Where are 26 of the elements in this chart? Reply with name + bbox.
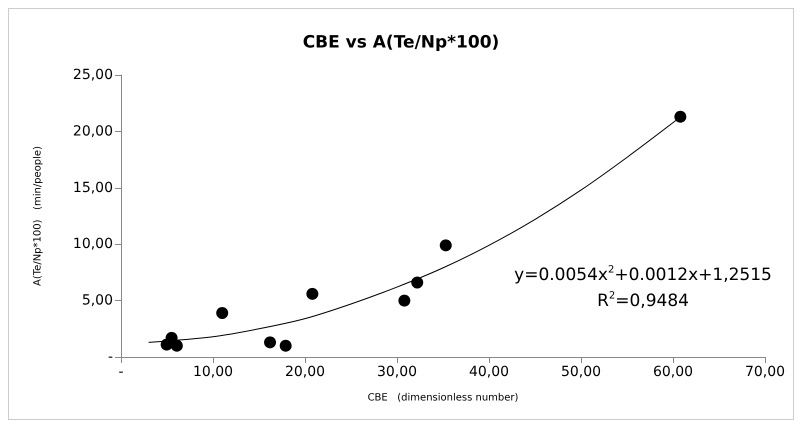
x-tick-label: 50,00: [560, 364, 602, 380]
y-tick-label: 10,00: [72, 236, 113, 252]
y-tick-label: 20,00: [72, 123, 113, 140]
x-tick-label: -: [118, 364, 124, 380]
point: [280, 340, 292, 352]
point: [440, 239, 452, 252]
x-tick-label: 10,00: [192, 364, 234, 380]
point: [306, 288, 318, 300]
y-tick-label: 5,00: [82, 292, 113, 309]
y-tick-label: 25,00: [72, 67, 113, 83]
y-tick-label: -: [108, 349, 113, 365]
x-tick-label: 60,00: [652, 364, 694, 380]
point: [398, 294, 410, 307]
x-axis-title: CBE (dimensionless number): [368, 392, 519, 404]
y-axis-title: A(Te/Np*100) (min/people): [32, 146, 44, 286]
x-tick-label: 30,00: [376, 364, 418, 380]
x-tick-label: 70,00: [744, 364, 786, 380]
point: [264, 336, 276, 348]
point: [674, 110, 686, 123]
point: [170, 340, 183, 352]
point: [216, 307, 228, 320]
x-tick-label: 20,00: [284, 364, 326, 380]
y-tick-label: 15,00: [72, 180, 113, 196]
x-tick-label: 40,00: [468, 364, 510, 380]
point: [411, 276, 424, 289]
chart-title: CBE vs A(Te/Np*100): [302, 32, 500, 52]
